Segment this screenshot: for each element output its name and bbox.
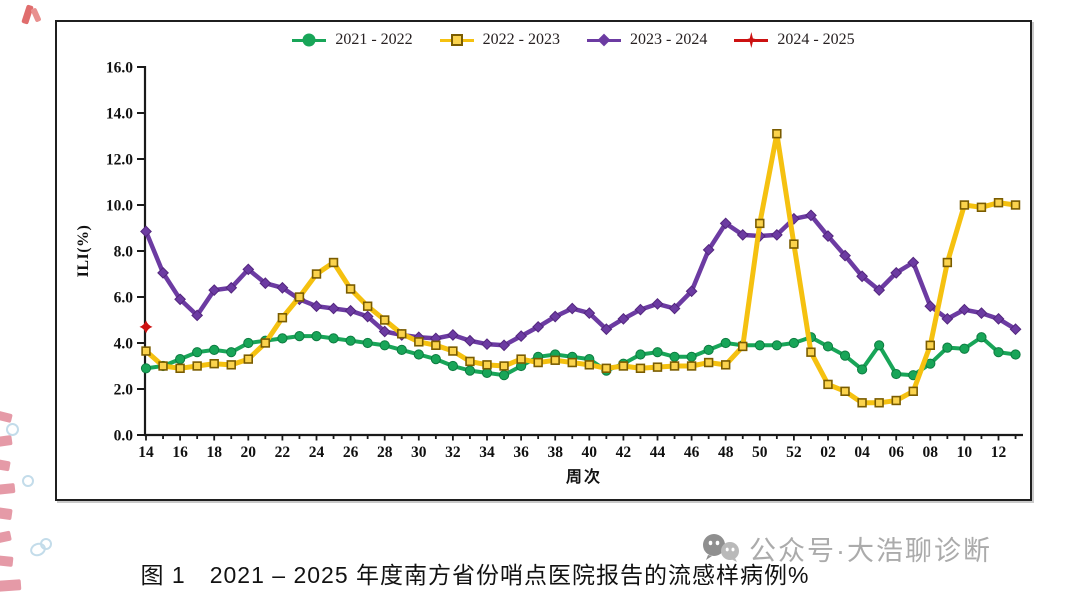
svg-text:48: 48 — [718, 444, 734, 461]
svg-text:36: 36 — [513, 444, 529, 461]
svg-text:12: 12 — [991, 444, 1007, 461]
blue-watermark-doodle — [22, 475, 34, 487]
svg-text:12.0: 12.0 — [106, 152, 133, 169]
svg-text:20: 20 — [241, 444, 257, 461]
legend-label: 2021 - 2022 — [335, 31, 413, 48]
yellow-square-series-icon — [439, 33, 474, 47]
svg-text:30: 30 — [411, 444, 427, 461]
figure-caption: 图 1 2021 – 2025 年度南方省份哨点医院报告的流感样病例% — [140, 562, 810, 588]
blue-watermark-doodle — [40, 538, 52, 550]
svg-text:18: 18 — [206, 444, 222, 461]
pink-watermark-stroke — [0, 434, 13, 448]
svg-text:16.0: 16.0 — [106, 60, 133, 77]
purple-diamond-series-icon — [587, 33, 621, 47]
pink-watermark-stroke — [0, 506, 13, 521]
svg-text:44: 44 — [650, 444, 666, 461]
legend-item-2023-2024: 2023 - 2024 — [587, 31, 707, 49]
legend-item-2022-2023: 2022 - 2023 — [439, 31, 560, 49]
svg-text:06: 06 — [888, 444, 904, 461]
svg-text:08: 08 — [923, 444, 939, 461]
wechat-icon — [703, 533, 739, 562]
watermark-text: 公众号·大浩聊诊断 — [749, 536, 992, 566]
pink-watermark-stroke — [0, 409, 13, 424]
svg-text:04: 04 — [854, 444, 870, 461]
svg-text:38: 38 — [547, 444, 563, 461]
svg-text:8.0: 8.0 — [114, 244, 134, 261]
svg-text:40: 40 — [582, 444, 598, 461]
svg-text:10: 10 — [957, 444, 973, 461]
legend-label: 2022 - 2023 — [482, 31, 560, 48]
pink-watermark-stroke — [0, 458, 11, 472]
svg-text:50: 50 — [752, 444, 768, 461]
ili-plot: 0.0 2.0 4.0 6.0 8.0 10.0 12.0 14.0 16.0 14 16 18 20 2… — [106, 60, 1023, 461]
wechat-watermark: 公众号·大浩聊诊断 — [700, 529, 992, 568]
svg-text:4.0: 4.0 — [114, 336, 134, 353]
green-circle-series-icon — [292, 33, 327, 47]
chart-figure: 0.0 2.0 4.0 6.0 8.0 10.0 12.0 14.0 16.0 14 16 18 20 2… — [55, 20, 1032, 501]
svg-text:34: 34 — [479, 444, 495, 461]
chart-legend: 2021 - 2022 2022 - 2023 2023 - 2024 2024… — [57, 31, 1030, 49]
svg-text:22: 22 — [275, 444, 291, 461]
legend-label: 2024 - 2025 — [777, 31, 855, 48]
y-axis-title: ILI(%) — [75, 224, 92, 278]
svg-text:28: 28 — [377, 444, 393, 461]
legend-item-2021-2022: 2021 - 2022 — [292, 31, 413, 49]
svg-text:6.0: 6.0 — [114, 290, 134, 307]
svg-text:14.0: 14.0 — [106, 106, 133, 123]
svg-text:14: 14 — [138, 444, 154, 461]
svg-text:24: 24 — [309, 444, 325, 461]
x-axis-title: 周次 — [565, 469, 603, 486]
svg-text:16: 16 — [172, 444, 188, 461]
svg-text:32: 32 — [445, 444, 461, 461]
pink-watermark-stroke — [0, 530, 12, 544]
blue-watermark-doodle — [6, 423, 19, 436]
svg-text:2.0: 2.0 — [114, 382, 134, 399]
svg-text:42: 42 — [616, 444, 632, 461]
pink-watermark-stroke — [21, 4, 34, 25]
svg-text:52: 52 — [786, 444, 802, 461]
pink-watermark-stroke — [30, 7, 42, 23]
svg-text:10.0: 10.0 — [106, 198, 133, 215]
svg-text:0.0: 0.0 — [114, 428, 134, 445]
pink-watermark-stroke — [0, 482, 16, 496]
legend-label: 2023 - 2024 — [630, 31, 708, 48]
red-star-series-icon — [734, 32, 769, 48]
svg-text:26: 26 — [343, 444, 359, 461]
svg-text:02: 02 — [820, 444, 836, 461]
legend-item-2024-2025: 2024 - 2025 — [734, 31, 855, 49]
svg-text:46: 46 — [684, 444, 700, 461]
